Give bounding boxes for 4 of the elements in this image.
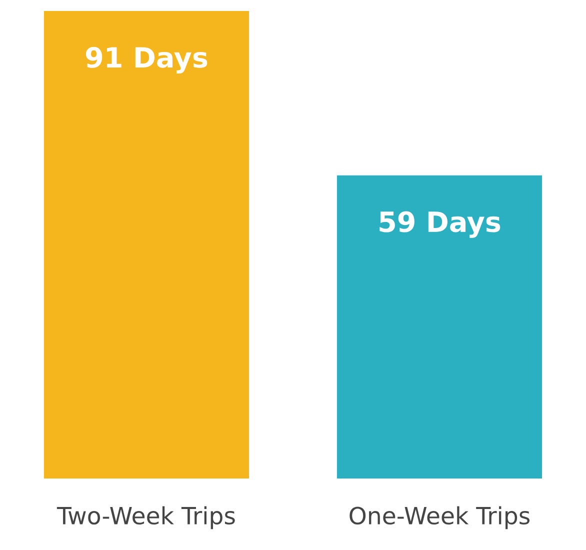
x-tick-label: One-Week Trips [350,506,530,530]
x-tick-label: Two-Week Trips [56,506,235,530]
data-label: 59 Days [380,211,500,238]
data-label: 91 Days [86,46,208,74]
